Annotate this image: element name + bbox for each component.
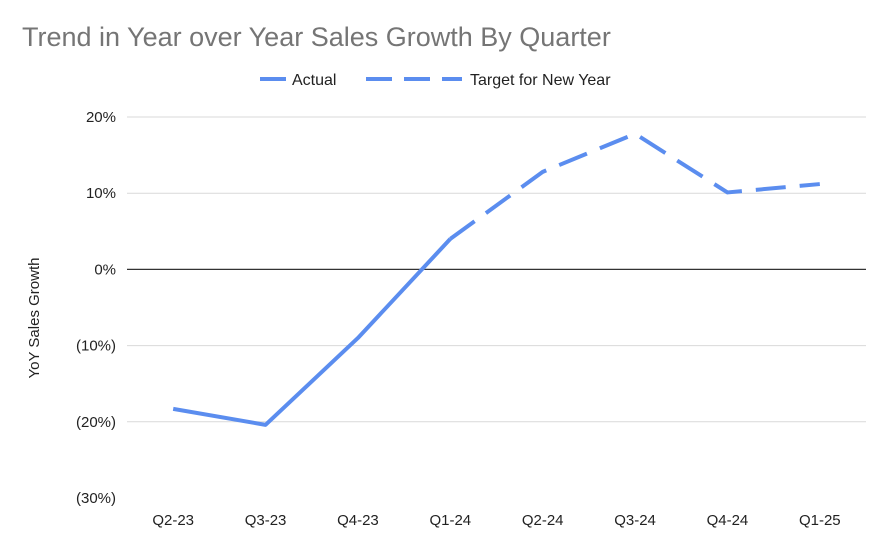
y-axis-ticks: 20% 10% 0% (10%) (20%) (30%) bbox=[76, 109, 116, 507]
x-axis-ticks: Q2-23 Q3-23 Q4-23 Q1-24 Q2-24 Q3-24 Q4-24 Q1-25 bbox=[152, 512, 840, 529]
y-tick-label: (20%) bbox=[76, 414, 116, 431]
series-line-actual bbox=[172, 237, 452, 427]
x-tick-label: Q2-24 bbox=[522, 512, 564, 529]
x-tick-label: Q1-24 bbox=[429, 512, 471, 529]
y-tick-label: 10% bbox=[86, 185, 116, 202]
x-tick-label: Q1-25 bbox=[799, 512, 841, 529]
legend-label-actual: Actual bbox=[292, 72, 336, 89]
y-axis-label: YoY Sales Growth bbox=[26, 258, 43, 379]
y-tick-label: (30%) bbox=[76, 490, 116, 507]
series bbox=[172, 131, 820, 427]
x-tick-label: Q3-24 bbox=[614, 512, 656, 529]
x-tick-label: Q3-23 bbox=[245, 512, 287, 529]
x-tick-label: Q4-24 bbox=[707, 512, 749, 529]
gridlines bbox=[127, 116, 866, 423]
series-line-target bbox=[449, 131, 820, 241]
y-tick-label: (10%) bbox=[76, 338, 116, 355]
y-tick-label: 20% bbox=[86, 109, 116, 126]
y-tick-label: 0% bbox=[94, 261, 116, 278]
legend-label-target: Target for New Year bbox=[470, 72, 611, 89]
chart-title: Trend in Year over Year Sales Growth By … bbox=[22, 22, 611, 52]
x-tick-label: Q2-23 bbox=[152, 512, 194, 529]
x-tick-label: Q4-23 bbox=[337, 512, 379, 529]
legend: Actual Target for New Year bbox=[260, 72, 611, 89]
